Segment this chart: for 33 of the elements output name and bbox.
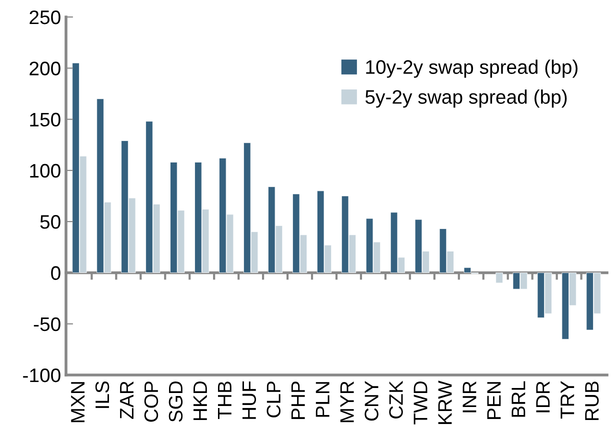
x-tick-label: KRW	[438, 380, 452, 424]
x-tick-label: TRY	[560, 380, 574, 419]
x-tick-label: CNY	[364, 380, 378, 421]
y-tick-label: -100	[23, 368, 60, 382]
x-tick-label: BRL	[512, 381, 526, 417]
x-tick-label: SGD	[168, 381, 183, 422]
bar	[496, 272, 503, 284]
y-tick-label: 0	[51, 266, 60, 280]
y-tick-label: 100	[30, 164, 60, 178]
x-tick-label: PHP	[291, 382, 305, 419]
x-tick-label: TWD	[414, 381, 428, 424]
x-tick-label: COP	[144, 382, 158, 422]
x-tick-label: IDR	[536, 381, 550, 412]
y-tick-label: 250	[30, 10, 60, 24]
x-tick-label: ZAR	[120, 381, 134, 419]
x-tick-label: MXN	[71, 382, 84, 422]
y-tick-label: -50	[34, 317, 60, 332]
x-tick-label: CLP	[266, 382, 281, 418]
x-tick-label: ILS	[95, 381, 110, 408]
x-tick-label: PLN	[316, 382, 330, 417]
x-tick-label: THB	[218, 382, 232, 420]
x-tick-label: INR	[462, 381, 476, 412]
x-tick-label: MYR	[340, 381, 354, 422]
y-tick-label: 50	[40, 215, 60, 229]
x-tick-label: HKD	[194, 381, 207, 420]
x-tick-label: HUF	[242, 381, 256, 419]
y-tick-label: 150	[30, 112, 60, 127]
x-tick-label: PEN	[487, 382, 501, 419]
x-tick-label: RUB	[585, 382, 599, 420]
y-tick-label: 200	[30, 62, 60, 76]
legend-label: 5y-2y swap spread (bp)	[365, 90, 567, 108]
x-tick-label: CZK	[389, 380, 403, 418]
legend-label: 10y-2y swap spread (bp)	[366, 60, 578, 78]
